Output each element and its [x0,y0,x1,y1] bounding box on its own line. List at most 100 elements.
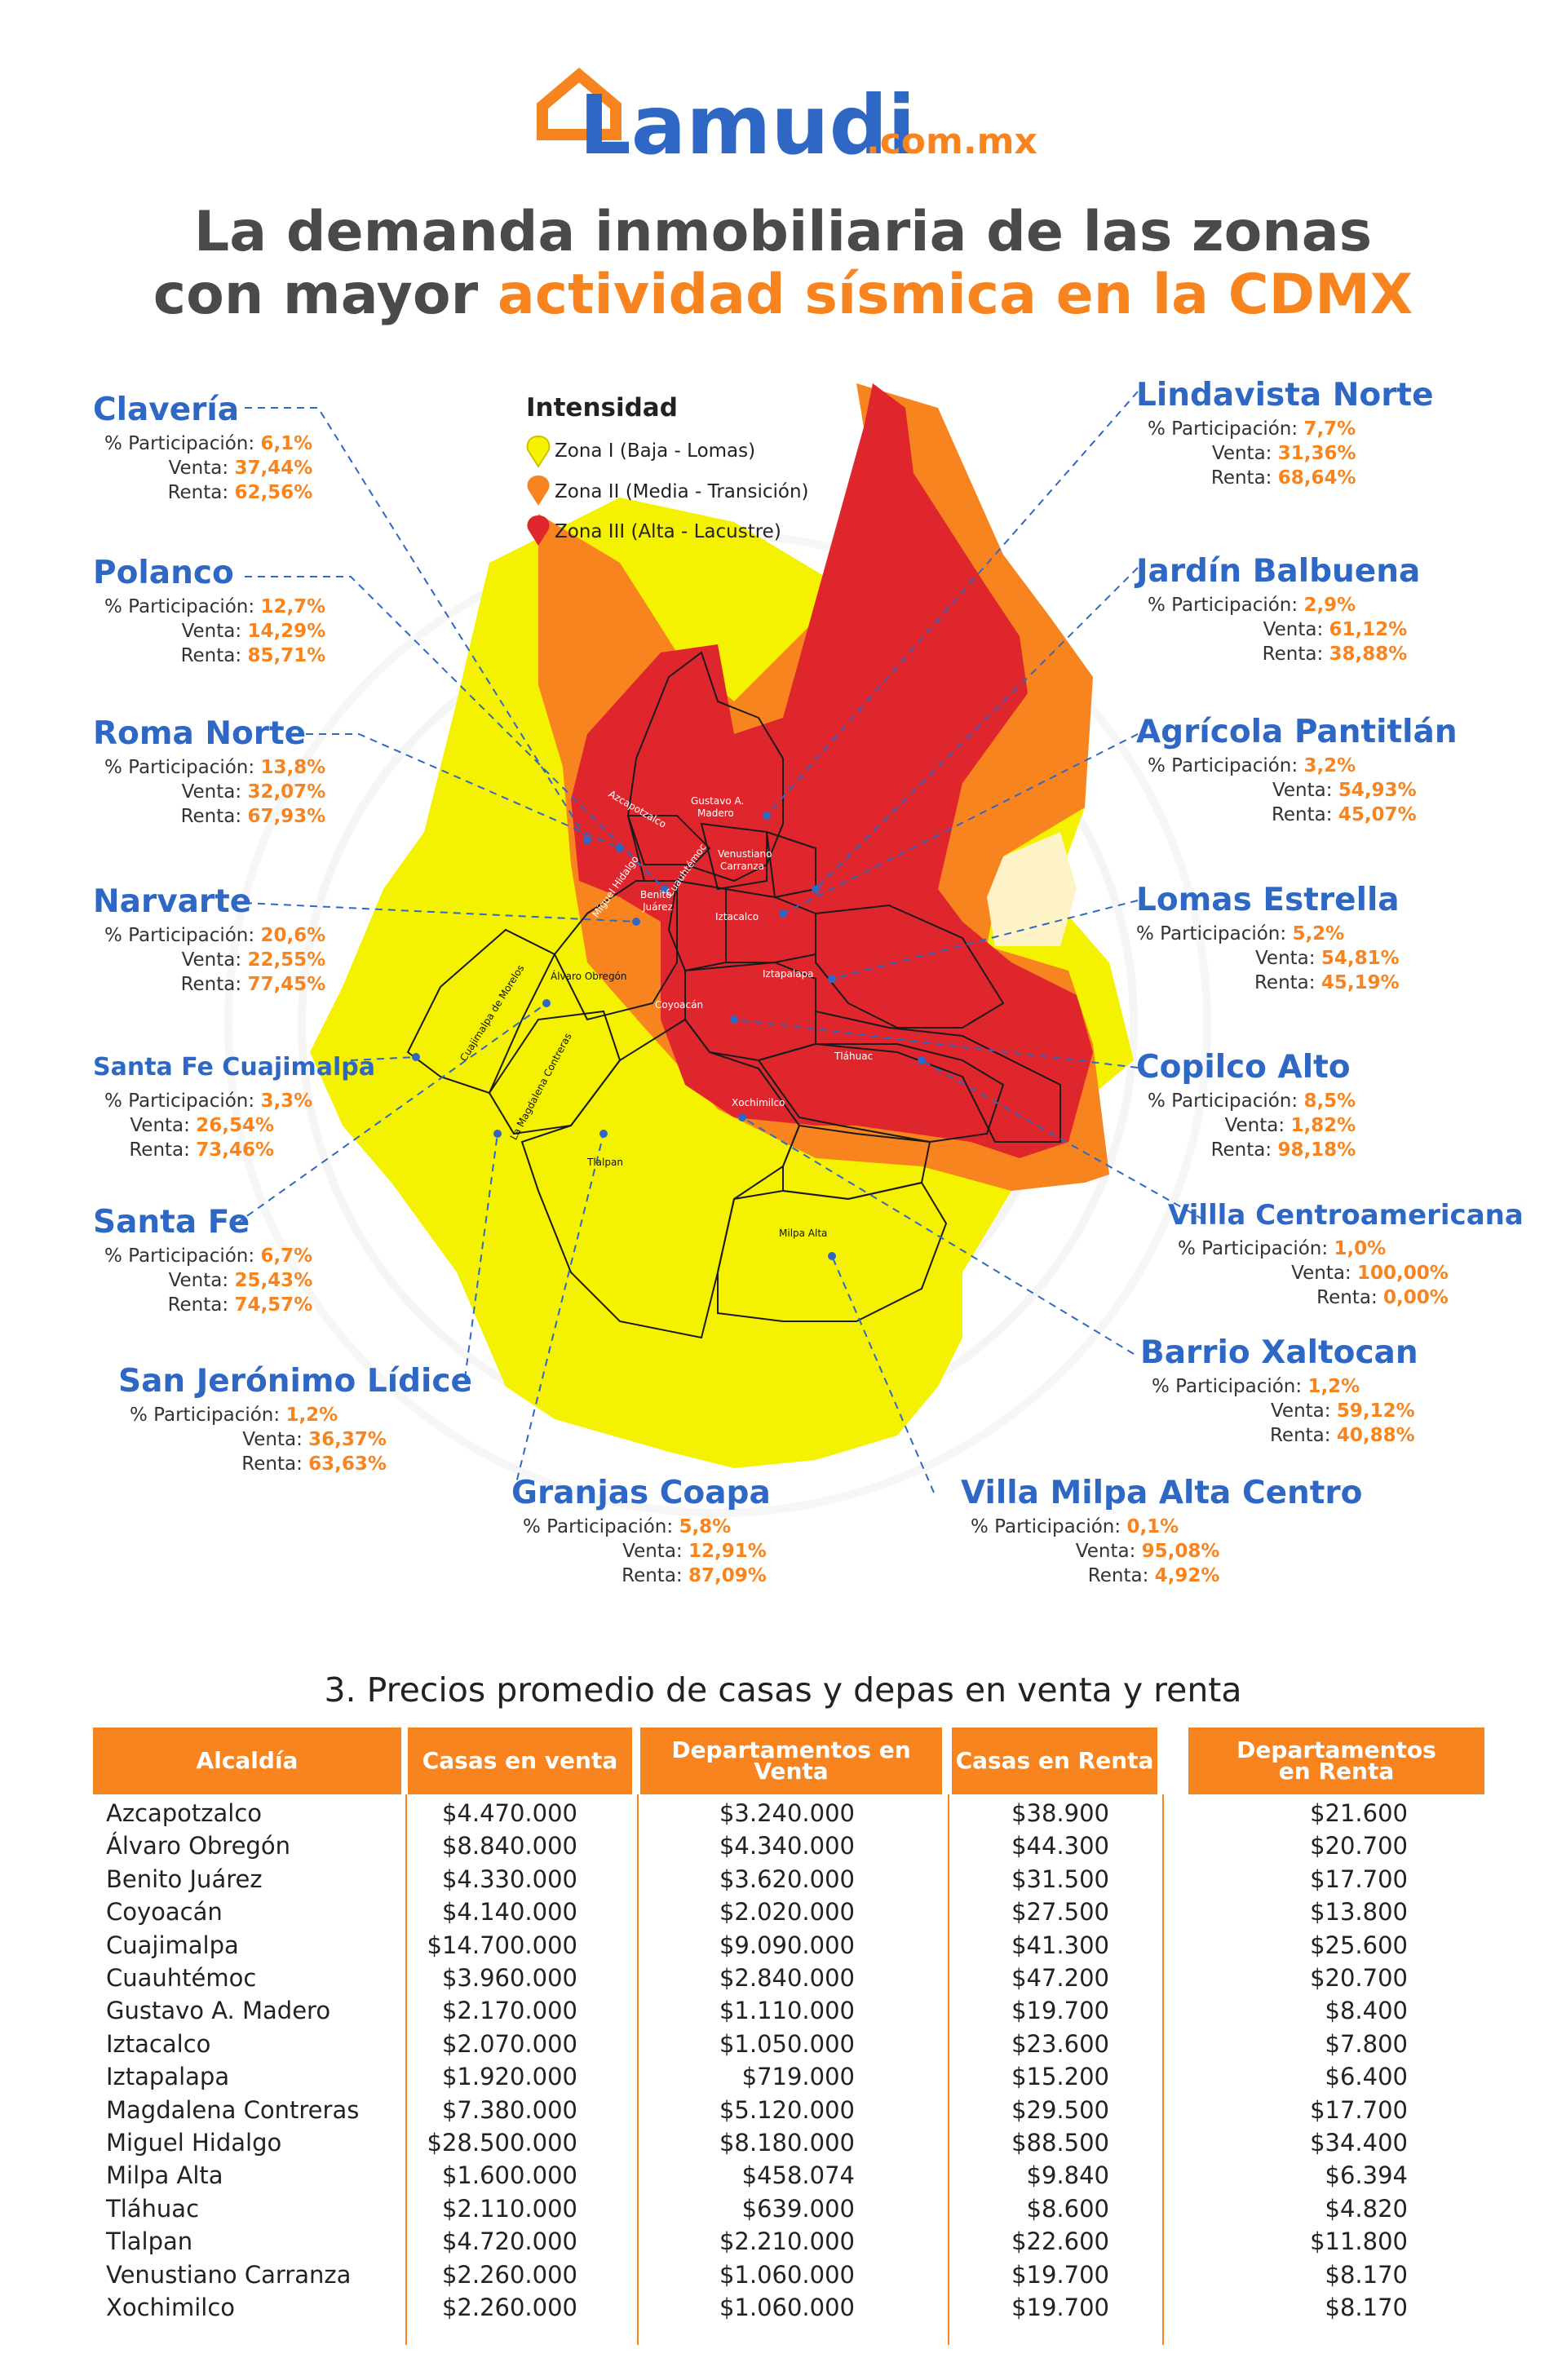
district-label: Madero [697,807,734,819]
zone-3-area [571,383,1093,1158]
table-cell-alcaldia: Magdalena Contreras [106,2095,360,2124]
table-cell-price: $2.070.000 [441,2029,577,2058]
table-cell-price: $17.700 [1310,2095,1408,2124]
table-cell-price: $23.600 [1011,2029,1109,2058]
table-cell-price: $6.400 [1325,2063,1408,2091]
table-cell-price: $15.200 [1011,2063,1109,2091]
district-label: Gustavo A. [691,795,745,807]
table-cell-price: $47.200 [1011,1964,1109,1992]
seismic-map [236,383,1204,1493]
table-title: 3. Precios promedio de casas y depas en … [324,1670,1242,1710]
table-cell-price: $9.840 [1026,2161,1109,2190]
table-cell-price: $4.470.000 [441,1799,577,1827]
district-label: Xochimilco [732,1097,785,1108]
callout-agricola-pantitlan: Agrícola Pantitlán % Participación: 3,2%… [1136,711,1458,827]
district-label: Juárez [643,901,673,913]
table-cell-price: $3.240.000 [719,1799,855,1827]
district-dots [412,812,926,1260]
table-cell-price: $2.260.000 [441,2294,577,2321]
table-cell-price: $4.820 [1325,2194,1408,2223]
table-cell-price: $1.050.000 [719,2029,855,2058]
table-cell-price: $88.500 [1011,2129,1109,2157]
district-label: Carranza [720,860,764,872]
table-cell-price: $27.500 [1011,1898,1109,1927]
legend-zone1: Zona I (Baja - Lomas) [555,440,756,462]
table-cell-price: $6.394 [1325,2161,1408,2190]
table-cell-price: $2.260.000 [441,2260,577,2289]
table-cell-price: $8.180.000 [719,2129,855,2157]
callout-name: Agrícola Pantitlán [1136,714,1458,750]
district-label: Tlalpan [587,1157,623,1168]
table-cell-price: $8.170 [1325,2294,1408,2321]
callout-name: Roma Norte [93,715,307,752]
callout-villa-centroamericana: Villla Centroamericana % Participación: … [1168,1194,1524,1310]
header-deptos-venta: Departamentos en Venta [640,1727,942,1794]
table-cell-alcaldia: Gustavo A. Madero [106,1997,331,2025]
callout-santa-fe-cuajimalpa: Santa Fe Cuajimalpa % Participación: 3,3… [93,1046,375,1162]
legend-pins [526,435,551,546]
logo-wordmark: Lamudi [579,77,915,171]
page-title-line2: con mayor actividad sísmica en la CDMX [153,263,1413,327]
table-cell-alcaldia: Azcapotzalco [106,1799,263,1827]
table-cell-alcaldia: Tláhuac [106,2194,200,2223]
callout-santa-fe: Santa Fe % Participación: 6,7% Venta: 25… [93,1201,312,1317]
table-cell-alcaldia: Álvaro Obregón [106,1832,290,1860]
district-label: Álvaro Obregón [551,971,627,982]
callout-narvarte: Narvarte % Participación: 20,6% Venta: 2… [93,881,325,997]
table-cell-price: $22.600 [1011,2227,1109,2256]
table-cell-price: $4.720.000 [441,2227,577,2256]
legend-zone3: Zona III (Alta - Lacustre) [555,521,781,542]
district-label: Milpa Alta [779,1228,828,1239]
table-cell-price: $7.800 [1325,2029,1408,2058]
table-cell-price: $4.330.000 [441,1865,577,1893]
table-cell-price: $719.000 [741,2063,855,2091]
district-label: Coyoacán [655,999,704,1011]
column-divider [1162,1794,1164,2345]
table-cell-price: $44.300 [1011,1832,1109,1860]
callout-polanco: Polanco % Participación: 12,7% Venta: 14… [93,552,325,668]
callout-name: Villla Centroamericana [1168,1199,1524,1232]
table-cell-alcaldia: Venustiano Carranza [106,2260,352,2289]
zone-transition-patch [987,832,1077,946]
table-cell-price: $8.840.000 [441,1832,577,1860]
page-title-line1: La demanda inmobiliaria de las zonas [193,200,1373,264]
table-cell-alcaldia: Iztapalapa [106,2063,230,2091]
district-label: Benito [640,889,672,900]
callout-name: Lomas Estrella [1136,882,1400,918]
table-cell-price: $41.300 [1011,1931,1109,1959]
table-cell-alcaldia: Tlalpan [106,2227,193,2256]
district-label: Iztapalapa [763,968,814,980]
header-casas-renta: Casas en Renta [952,1727,1157,1794]
table-cell-price: $8.600 [1026,2194,1109,2223]
table-cell-alcaldia: Iztacalco [106,2029,211,2058]
callout-villa-milpa-alta-centro: Villa Milpa Alta Centro % Participación:… [961,1472,1362,1588]
table-cell-price: $17.700 [1310,1865,1408,1893]
table-cell-price: $8.400 [1325,1997,1408,2025]
callout-granjas-coapa: Granjas Coapa % Participación: 5,8% Vent… [511,1472,771,1588]
column-divider [948,1794,949,2345]
district-label: Iztacalco [715,911,759,922]
callout-name: Copilco Alto [1136,1049,1351,1086]
callout-jardin-balbuena: Jardín Balbuena % Participación: 2,9% Ve… [1136,551,1420,666]
title-highlight: actividad sísmica en la CDMX [497,263,1413,327]
logo-domain: .com.mx [866,121,1037,162]
legend-zone2: Zona II (Media - Transición) [555,481,809,502]
table-cell-price: $2.170.000 [441,1997,577,2025]
callout-name: Polanco [93,555,234,591]
table-cell-price: $13.800 [1310,1898,1408,1927]
header-casas-venta: Casas en venta [408,1727,632,1794]
callout-name: Villa Milpa Alta Centro [961,1475,1363,1511]
table-cell-price: $14.700.000 [427,1931,578,1959]
table-cell-price: $2.840.000 [719,1964,855,1992]
callout-name: San Jerónimo Lídice [118,1363,472,1400]
callout-name: Granjas Coapa [511,1475,771,1511]
table-cell-price: $21.600 [1310,1799,1408,1827]
table-cell-price: $1.110.000 [719,1997,855,2025]
table-cell-price: $5.120.000 [719,2095,855,2124]
callout-name: Jardín Balbuena [1136,553,1421,590]
table-cell-price: $1.060.000 [719,2260,855,2289]
house-icon [537,67,622,140]
table-cell-price: $3.960.000 [441,1964,577,1992]
callout-lomas-estrella: Lomas Estrella % Participación: 5,2% Ven… [1136,879,1400,995]
leader-lines [236,391,1204,1493]
